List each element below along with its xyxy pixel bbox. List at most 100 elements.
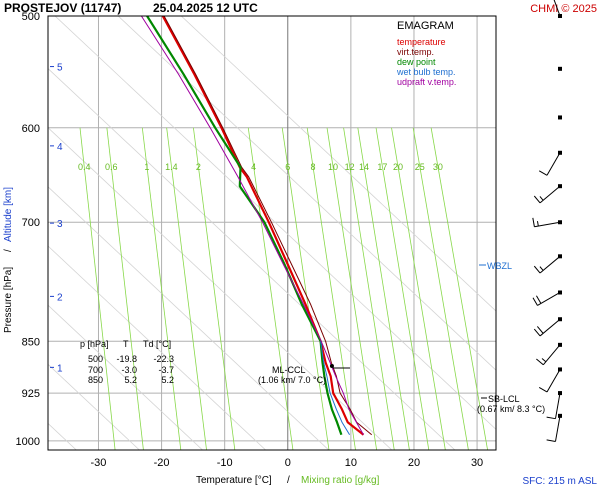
mixing-ratio-line xyxy=(326,127,378,450)
header-credit: CHMI © 2025 xyxy=(530,3,597,15)
y-tick-label: 500 xyxy=(22,11,40,23)
legend-temperature: temperature xyxy=(397,37,446,47)
table-header-td: Td [°C] xyxy=(143,339,171,349)
mixing-ratio-line xyxy=(281,127,330,450)
mixing-ratio-line xyxy=(106,127,144,450)
table-row-p: 700 xyxy=(88,365,103,375)
x-tick-label: 20 xyxy=(408,457,420,469)
dry-adiabat-line xyxy=(48,245,267,450)
wind-barb-staff xyxy=(534,221,561,228)
legend-title: EMAGRAM xyxy=(397,20,454,32)
mixing-ratio-label: 8 xyxy=(310,162,315,172)
mixing-ratio-line xyxy=(247,127,294,450)
mixing-ratio-label: 1 xyxy=(144,162,149,172)
mixing-ratio-label: 2 xyxy=(196,162,201,172)
altitude-axis: 1 2 3 4 5 xyxy=(50,63,63,374)
x-axis-label: Temperature [°C] xyxy=(196,475,272,486)
wind-barb-staff xyxy=(546,152,561,176)
x-axis-label-mixing: Mixing ratio [g/kg] xyxy=(301,475,380,486)
mixing-ratio-label: 0.6 xyxy=(105,162,118,172)
x-axis-separator: / xyxy=(287,475,290,486)
wind-barb-flag xyxy=(546,416,556,420)
wind-barb-flag xyxy=(539,266,544,271)
wbzl-annotation: WBZL xyxy=(479,261,512,271)
dry-adiabat-line xyxy=(48,67,456,450)
y-axis-label-altitude: Altitude [km] xyxy=(3,187,14,242)
mixing-ratio-label: 1.4 xyxy=(165,162,178,172)
sb-lcl-annotation: SB-LCL (0.67 km/ 8.3 °C) xyxy=(477,394,545,414)
wind-barb-flag xyxy=(538,387,548,393)
altitude-tick-label: 1 xyxy=(57,363,63,374)
mixing-ratio-label: 6 xyxy=(285,162,290,172)
legend-dew-point: dew point xyxy=(397,57,436,67)
wind-barb-flag xyxy=(536,221,539,227)
x-tick-label: -20 xyxy=(154,457,170,469)
x-tick-label: -30 xyxy=(91,457,107,469)
mixing-ratio-line xyxy=(375,127,430,450)
ml-ccl-value: (1.06 km/ 7.0 °C) xyxy=(258,375,326,385)
wind-barb-flag xyxy=(533,195,541,204)
legend-virtual-temp: virt.temp. xyxy=(397,47,434,57)
y-axis-label: Pressure [hPa] xyxy=(3,267,14,333)
y-axis-label-group: Pressure [hPa] / Altitude [km] xyxy=(3,187,14,333)
mixing-ratio-label: 0.4 xyxy=(78,162,91,172)
wind-station-dot xyxy=(558,14,562,18)
mixing-ratio-label: 10 xyxy=(328,162,338,172)
y-tick-label: 700 xyxy=(22,217,40,229)
series-line xyxy=(140,16,364,435)
mixing-ratio-line xyxy=(141,127,182,450)
wind-barb-flag xyxy=(533,265,541,274)
x-tick-label: 30 xyxy=(471,457,483,469)
wind-barb-staff xyxy=(554,392,561,419)
mixing-ratio-line xyxy=(357,127,410,450)
table-row-t: -3.0 xyxy=(121,365,137,375)
table-row-p: 500 xyxy=(88,354,103,364)
wind-barb-staff xyxy=(553,0,561,17)
wind-barb-flag xyxy=(546,439,556,442)
mixing-ratio-line xyxy=(306,127,356,450)
mixing-ratio-label: 12 xyxy=(345,162,355,172)
table-row-t: 5.2 xyxy=(124,375,137,385)
altitude-tick-label: 4 xyxy=(57,142,63,153)
ml-ccl-point xyxy=(329,363,334,368)
y-tick-label: 850 xyxy=(22,336,40,348)
wbzl-label: WBZL xyxy=(487,261,512,271)
mixing-ratio-lines: 0.4 0.6 1 1.4 2 4 6 8 10 12 14 17 20 25 30 xyxy=(78,127,488,450)
wind-barb-flag xyxy=(532,217,535,227)
mixing-ratio-line xyxy=(391,127,446,450)
series-line xyxy=(320,341,351,435)
dry-adiabat-line xyxy=(54,16,496,430)
dry-adiabat-line xyxy=(117,16,496,371)
wind-barb-flag xyxy=(532,297,538,306)
sounding-curves xyxy=(140,16,373,436)
header-datetime: 25.04.2025 12 UTC xyxy=(153,1,258,15)
mixing-ratio-line xyxy=(193,127,236,450)
mixing-ratio-label: 14 xyxy=(359,162,369,172)
y-axis-separator: / xyxy=(3,249,14,252)
mixing-ratio-line xyxy=(412,127,469,450)
mixing-ratio-label: 17 xyxy=(377,162,387,172)
wind-station-dot xyxy=(558,66,562,71)
ml-ccl-label: ML-CCL xyxy=(272,365,306,375)
dry-adiabat-line xyxy=(48,186,330,450)
y-tick-label: 1000 xyxy=(16,436,40,448)
wind-barb-flag xyxy=(533,328,541,337)
legend-wet-bulb: wet bulb temp. xyxy=(396,67,456,77)
sb-lcl-value: (0.67 km/ 8.3 °C) xyxy=(477,404,545,414)
table-row-t: -19.8 xyxy=(116,354,137,364)
wind-barb-flag xyxy=(538,170,548,176)
table-row-p: 850 xyxy=(88,375,103,385)
legend: EMAGRAM temperature virt.temp. dew point… xyxy=(396,20,456,87)
dry-adiabat-line xyxy=(48,304,204,450)
wind-barb-staff xyxy=(546,369,561,393)
ml-ccl-annotation: ML-CCL (1.06 km/ 7.0 °C) xyxy=(258,365,350,385)
mixing-ratio-label: 25 xyxy=(415,162,425,172)
plot-area: 0.4 0.6 1 1.4 2 4 6 8 10 12 14 17 20 25 30 xyxy=(47,15,497,451)
wind-barb-staff xyxy=(554,415,561,442)
wind-barb-flag xyxy=(536,295,542,304)
wind-station-dot xyxy=(558,115,562,120)
mixing-ratio-label: 20 xyxy=(393,162,403,172)
wind-barb-staff xyxy=(542,344,561,366)
